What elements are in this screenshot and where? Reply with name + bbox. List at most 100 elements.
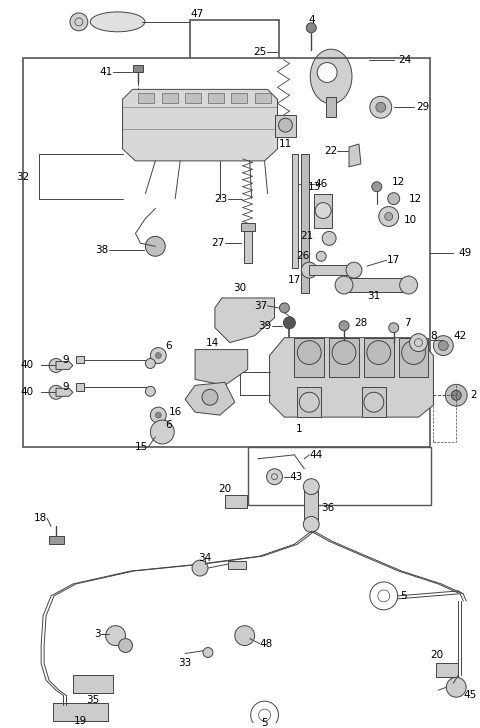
Text: 39: 39 xyxy=(258,321,272,331)
Circle shape xyxy=(335,276,353,294)
Circle shape xyxy=(317,63,337,82)
Text: 43: 43 xyxy=(289,472,303,482)
Text: 12: 12 xyxy=(392,177,405,187)
Text: 45: 45 xyxy=(463,690,477,700)
Text: 18: 18 xyxy=(34,513,47,523)
Circle shape xyxy=(156,412,161,418)
Text: 37: 37 xyxy=(254,301,267,311)
Text: 11: 11 xyxy=(279,139,292,149)
Circle shape xyxy=(303,479,319,494)
Bar xyxy=(344,278,408,292)
Circle shape xyxy=(70,13,88,31)
Circle shape xyxy=(339,321,349,331)
Circle shape xyxy=(409,333,428,352)
Text: 4: 4 xyxy=(308,15,314,25)
Circle shape xyxy=(370,96,392,118)
Text: 42: 42 xyxy=(453,331,467,341)
Polygon shape xyxy=(349,144,361,167)
Bar xyxy=(301,154,309,293)
Text: 9: 9 xyxy=(62,355,69,365)
Polygon shape xyxy=(122,90,277,161)
Polygon shape xyxy=(215,298,275,343)
Text: 44: 44 xyxy=(309,450,323,460)
Circle shape xyxy=(266,469,282,485)
Ellipse shape xyxy=(310,50,352,104)
Text: 20: 20 xyxy=(430,650,443,660)
Bar xyxy=(244,229,252,264)
Circle shape xyxy=(388,193,400,205)
Text: 15: 15 xyxy=(135,442,148,452)
Text: 27: 27 xyxy=(212,238,225,248)
Bar xyxy=(399,338,429,377)
Text: 10: 10 xyxy=(404,215,417,226)
Bar xyxy=(275,115,296,137)
Bar xyxy=(294,338,324,377)
Circle shape xyxy=(402,341,425,365)
Bar xyxy=(208,93,224,103)
Text: 26: 26 xyxy=(296,251,309,261)
Text: 28: 28 xyxy=(354,317,367,328)
Text: 17: 17 xyxy=(288,275,301,285)
Text: 40: 40 xyxy=(20,387,33,397)
Text: 17: 17 xyxy=(387,256,400,265)
Text: 9: 9 xyxy=(62,382,69,392)
Polygon shape xyxy=(270,338,433,417)
Bar xyxy=(76,355,84,363)
Text: 29: 29 xyxy=(417,102,430,112)
Bar xyxy=(133,65,144,73)
Circle shape xyxy=(303,516,319,532)
Bar xyxy=(231,93,247,103)
Text: 48: 48 xyxy=(260,638,273,649)
Text: 7: 7 xyxy=(404,317,410,328)
Circle shape xyxy=(372,182,382,191)
Bar xyxy=(228,561,246,569)
Text: 41: 41 xyxy=(99,66,113,76)
Bar xyxy=(436,663,458,677)
Bar xyxy=(255,93,271,103)
Circle shape xyxy=(119,638,132,652)
Circle shape xyxy=(446,677,466,697)
Circle shape xyxy=(367,341,391,365)
Ellipse shape xyxy=(90,12,145,32)
Circle shape xyxy=(284,317,295,329)
Text: 46: 46 xyxy=(314,179,327,189)
Circle shape xyxy=(150,407,166,423)
Circle shape xyxy=(316,251,326,261)
Circle shape xyxy=(49,358,63,373)
Circle shape xyxy=(192,560,208,576)
Circle shape xyxy=(322,232,336,245)
Circle shape xyxy=(346,262,362,278)
Text: 12: 12 xyxy=(408,194,422,204)
Text: 24: 24 xyxy=(399,55,412,65)
Text: 35: 35 xyxy=(86,695,99,705)
Circle shape xyxy=(376,103,386,112)
Circle shape xyxy=(364,392,384,412)
Bar xyxy=(73,676,113,693)
Circle shape xyxy=(400,276,418,294)
Bar xyxy=(49,537,64,545)
Polygon shape xyxy=(56,362,73,369)
Text: 34: 34 xyxy=(198,553,212,563)
Circle shape xyxy=(385,213,393,221)
Bar xyxy=(362,387,386,417)
Circle shape xyxy=(203,647,213,657)
Text: 6: 6 xyxy=(165,341,172,351)
Bar xyxy=(329,338,359,377)
Circle shape xyxy=(278,118,292,132)
Text: 1: 1 xyxy=(296,424,303,434)
Text: 2: 2 xyxy=(470,390,477,400)
Circle shape xyxy=(145,387,156,396)
Circle shape xyxy=(145,237,165,256)
Circle shape xyxy=(150,347,166,363)
Bar xyxy=(314,194,332,229)
Circle shape xyxy=(438,341,448,351)
Text: 3: 3 xyxy=(94,628,101,638)
Text: 6: 6 xyxy=(165,420,172,430)
Text: 14: 14 xyxy=(205,338,218,348)
Text: 8: 8 xyxy=(431,331,437,341)
Bar xyxy=(309,265,354,275)
Circle shape xyxy=(279,303,289,313)
Text: 47: 47 xyxy=(190,9,204,19)
Circle shape xyxy=(150,420,174,444)
Text: 22: 22 xyxy=(324,146,337,156)
